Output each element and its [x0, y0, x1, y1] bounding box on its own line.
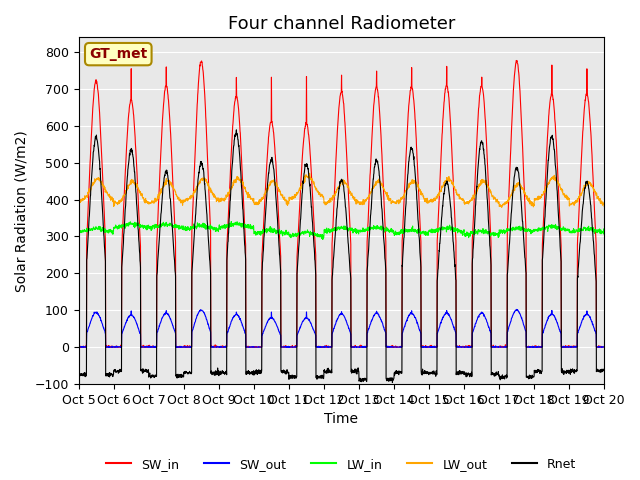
SW_out: [494, 344, 502, 350]
SW_in: [600, 344, 608, 350]
LW_in: [319, 237, 326, 242]
LW_out: [494, 199, 502, 205]
LW_out: [75, 197, 83, 203]
Legend: SW_in, SW_out, LW_in, LW_out, Rnet: SW_in, SW_out, LW_in, LW_out, Rnet: [101, 453, 581, 476]
LW_in: [495, 235, 502, 240]
SW_out: [75, 344, 83, 350]
SW_out: [75, 344, 83, 350]
SW_out: [569, 344, 577, 350]
SW_in: [221, 344, 229, 350]
LW_in: [221, 226, 229, 231]
LW_in: [369, 225, 376, 230]
LW_in: [227, 219, 235, 225]
SW_out: [368, 317, 376, 323]
SW_in: [368, 138, 376, 144]
LW_in: [357, 228, 365, 233]
SW_in: [494, 344, 502, 350]
SW_out: [554, 323, 562, 329]
LW_out: [356, 202, 364, 207]
Rnet: [388, 380, 396, 385]
LW_out: [569, 201, 577, 206]
Text: GT_met: GT_met: [89, 47, 147, 61]
Line: LW_in: LW_in: [79, 222, 604, 240]
Rnet: [569, 368, 577, 374]
Line: LW_out: LW_out: [79, 173, 604, 207]
Title: Four channel Radiometer: Four channel Radiometer: [228, 15, 455, 33]
LW_out: [554, 179, 562, 185]
LW_in: [75, 229, 83, 235]
LW_in: [554, 224, 562, 229]
Rnet: [75, 372, 83, 378]
Line: SW_in: SW_in: [79, 60, 604, 347]
LW_out: [600, 204, 608, 209]
LW_in: [569, 230, 577, 236]
LW_out: [498, 204, 506, 210]
Line: Rnet: Rnet: [79, 130, 604, 383]
LW_out: [221, 197, 229, 203]
SW_in: [356, 344, 364, 350]
Rnet: [232, 127, 240, 133]
Line: SW_out: SW_out: [79, 310, 604, 347]
SW_out: [221, 344, 229, 350]
SW_in: [569, 344, 577, 350]
Y-axis label: Solar Radiation (W/m2): Solar Radiation (W/m2): [15, 130, 29, 291]
SW_out: [513, 307, 520, 312]
SW_in: [554, 173, 562, 179]
Rnet: [554, 208, 562, 214]
Rnet: [600, 366, 608, 372]
Rnet: [495, 369, 502, 374]
Rnet: [221, 370, 229, 376]
Rnet: [356, 378, 364, 384]
X-axis label: Time: Time: [324, 412, 358, 426]
SW_in: [75, 344, 83, 350]
LW_out: [306, 170, 314, 176]
SW_out: [600, 344, 608, 349]
Rnet: [368, 192, 376, 198]
SW_in: [513, 58, 520, 63]
LW_in: [600, 231, 608, 237]
SW_out: [356, 344, 364, 350]
LW_out: [368, 186, 376, 192]
